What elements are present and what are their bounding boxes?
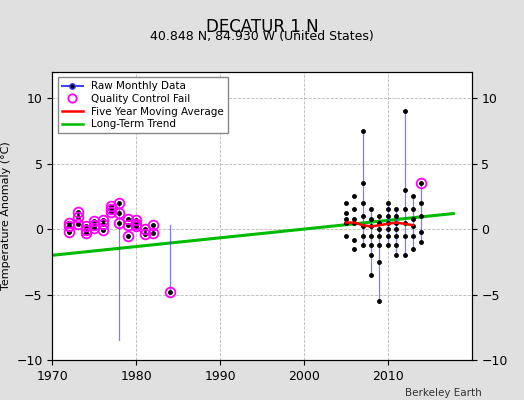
Text: Berkeley Earth: Berkeley Earth xyxy=(406,388,482,398)
Y-axis label: Temperature Anomaly (°C): Temperature Anomaly (°C) xyxy=(1,142,11,290)
Text: DECATUR 1 N: DECATUR 1 N xyxy=(206,18,318,36)
Text: 40.848 N, 84.930 W (United States): 40.848 N, 84.930 W (United States) xyxy=(150,30,374,43)
Legend: Raw Monthly Data, Quality Control Fail, Five Year Moving Average, Long-Term Tren: Raw Monthly Data, Quality Control Fail, … xyxy=(58,77,228,133)
